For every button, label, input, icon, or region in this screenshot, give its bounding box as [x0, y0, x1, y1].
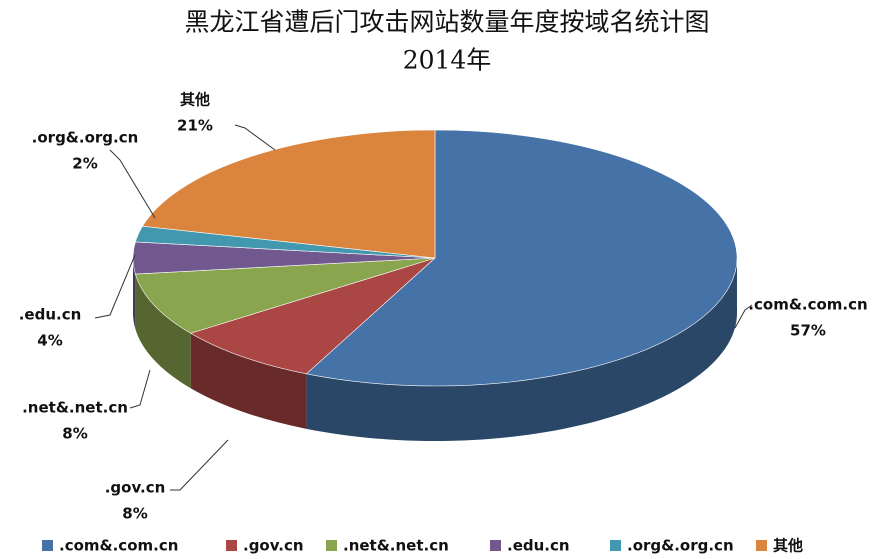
chart-title: 黑龙江省遭后门攻击网站数量年度按域名统计图 [184, 8, 709, 37]
pie-side [190, 333, 307, 429]
data-label: 57% [790, 322, 826, 340]
leader-line [234, 124, 276, 151]
data-label-name: .net&.net.cn [22, 399, 128, 417]
legend-label: .net&.net.cn [343, 537, 449, 555]
pie-side [306, 258, 737, 441]
pie-side [135, 274, 191, 389]
pie-slice [141, 129, 436, 259]
legend-label: .edu.cn [507, 537, 570, 555]
legend-label: 其他 [773, 537, 803, 555]
data-label-name: .gov.cn [105, 479, 166, 497]
legend-label: .gov.cn [243, 537, 304, 555]
data-label: 8% [62, 425, 87, 443]
leader-line [94, 254, 136, 319]
pie-slice [134, 257, 436, 334]
legend-swatch [226, 540, 237, 551]
leader-line [734, 304, 753, 329]
chart-subtitle: 2014年 [403, 46, 492, 75]
pie-slice [305, 129, 738, 387]
legend-swatch [326, 540, 337, 551]
data-label: 4% [37, 332, 62, 350]
data-label-name: .com&.com.cn [748, 296, 867, 314]
legend-swatch [756, 540, 767, 551]
legend-swatch [42, 540, 53, 551]
data-label-name: .org&.org.cn [32, 129, 139, 147]
leader-line [129, 369, 151, 409]
legend-label: .org&.org.cn [627, 537, 734, 555]
data-label: 2% [72, 155, 97, 173]
pie-side [133, 258, 136, 330]
data-label: 21% [177, 117, 213, 135]
leader-line [109, 149, 156, 219]
legend-swatch [490, 540, 501, 551]
pie-slice [189, 257, 436, 375]
data-label: 8% [122, 505, 147, 523]
data-label-name: 其他 [180, 91, 210, 109]
leader-line [170, 439, 229, 491]
legend-label: .com&.com.cn [59, 537, 178, 555]
legend-swatch [610, 540, 621, 551]
data-label-name: .edu.cn [19, 306, 82, 324]
